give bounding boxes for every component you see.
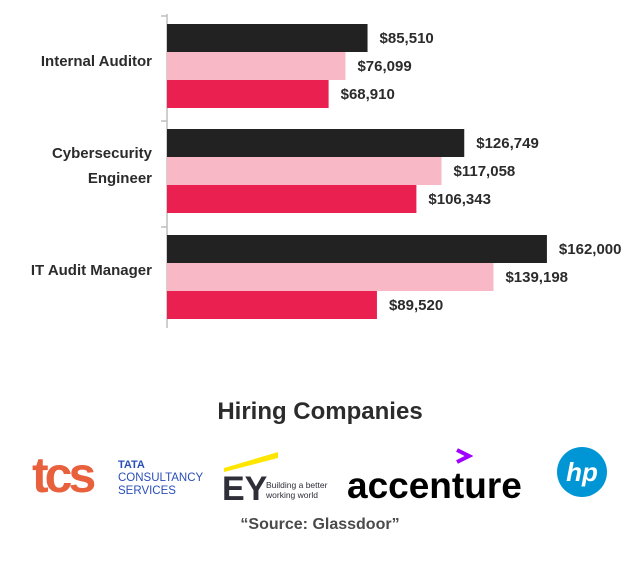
category-label: IT Audit Manager [31, 262, 152, 279]
bar [167, 291, 377, 319]
bar-value-label: $68,910 [341, 86, 395, 103]
category-label: Internal Auditor [41, 53, 152, 70]
bar-value-label: $106,343 [428, 191, 491, 208]
bar [167, 52, 346, 80]
ey-logo: EY Building a better working world [222, 446, 338, 508]
accenture-logo: accenture [345, 444, 545, 506]
ey-logo-tagline1: Building a better [266, 480, 328, 490]
hp-logo: hp [556, 446, 608, 498]
source-note: “Source: Glassdoor” [240, 516, 400, 533]
bar-value-label: $162,000 [559, 241, 622, 258]
bar-value-label: $76,099 [357, 58, 411, 75]
company-logos: tcs TATA CONSULTANCY SERVICES EY Buildin… [0, 440, 640, 510]
accenture-logo-chevron [456, 448, 474, 464]
tcs-logo-line2: CONSULTANCY [118, 472, 204, 484]
bar-value-label: $126,749 [476, 135, 539, 152]
bar-value-label: $117,058 [454, 163, 516, 180]
bar [167, 235, 547, 263]
bar-value-label: $85,510 [380, 30, 434, 47]
accenture-logo-text: accenture [347, 465, 522, 504]
ey-logo-tagline2: working world [265, 490, 318, 500]
category-label: Engineer [88, 170, 152, 187]
bar [167, 185, 417, 213]
hiring-companies-title: Hiring Companies [217, 398, 423, 425]
bar [167, 157, 442, 185]
bar [167, 263, 494, 291]
ey-logo-beam [224, 452, 278, 472]
bar [167, 129, 465, 157]
bar-value-label: $139,198 [505, 269, 568, 286]
category-label: Cybersecurity [52, 145, 153, 162]
tcs-logo-line3: SERVICES [118, 485, 176, 497]
tcs-logo: tcs TATA CONSULTANCY SERVICES [32, 447, 212, 504]
bar [167, 80, 329, 108]
bar [167, 24, 368, 52]
bar-value-label: $89,520 [389, 297, 443, 314]
hp-logo-text: hp [566, 457, 598, 487]
hp-logo-circle [557, 447, 607, 497]
tcs-logo-mark: tcs [32, 448, 94, 503]
tcs-logo-line1: TATA [118, 459, 145, 471]
ey-logo-mark: EY [222, 470, 268, 502]
salary-bar-chart: Internal Auditor $85,510 $76,099 $68,910 Cyb… [31, 14, 622, 328]
